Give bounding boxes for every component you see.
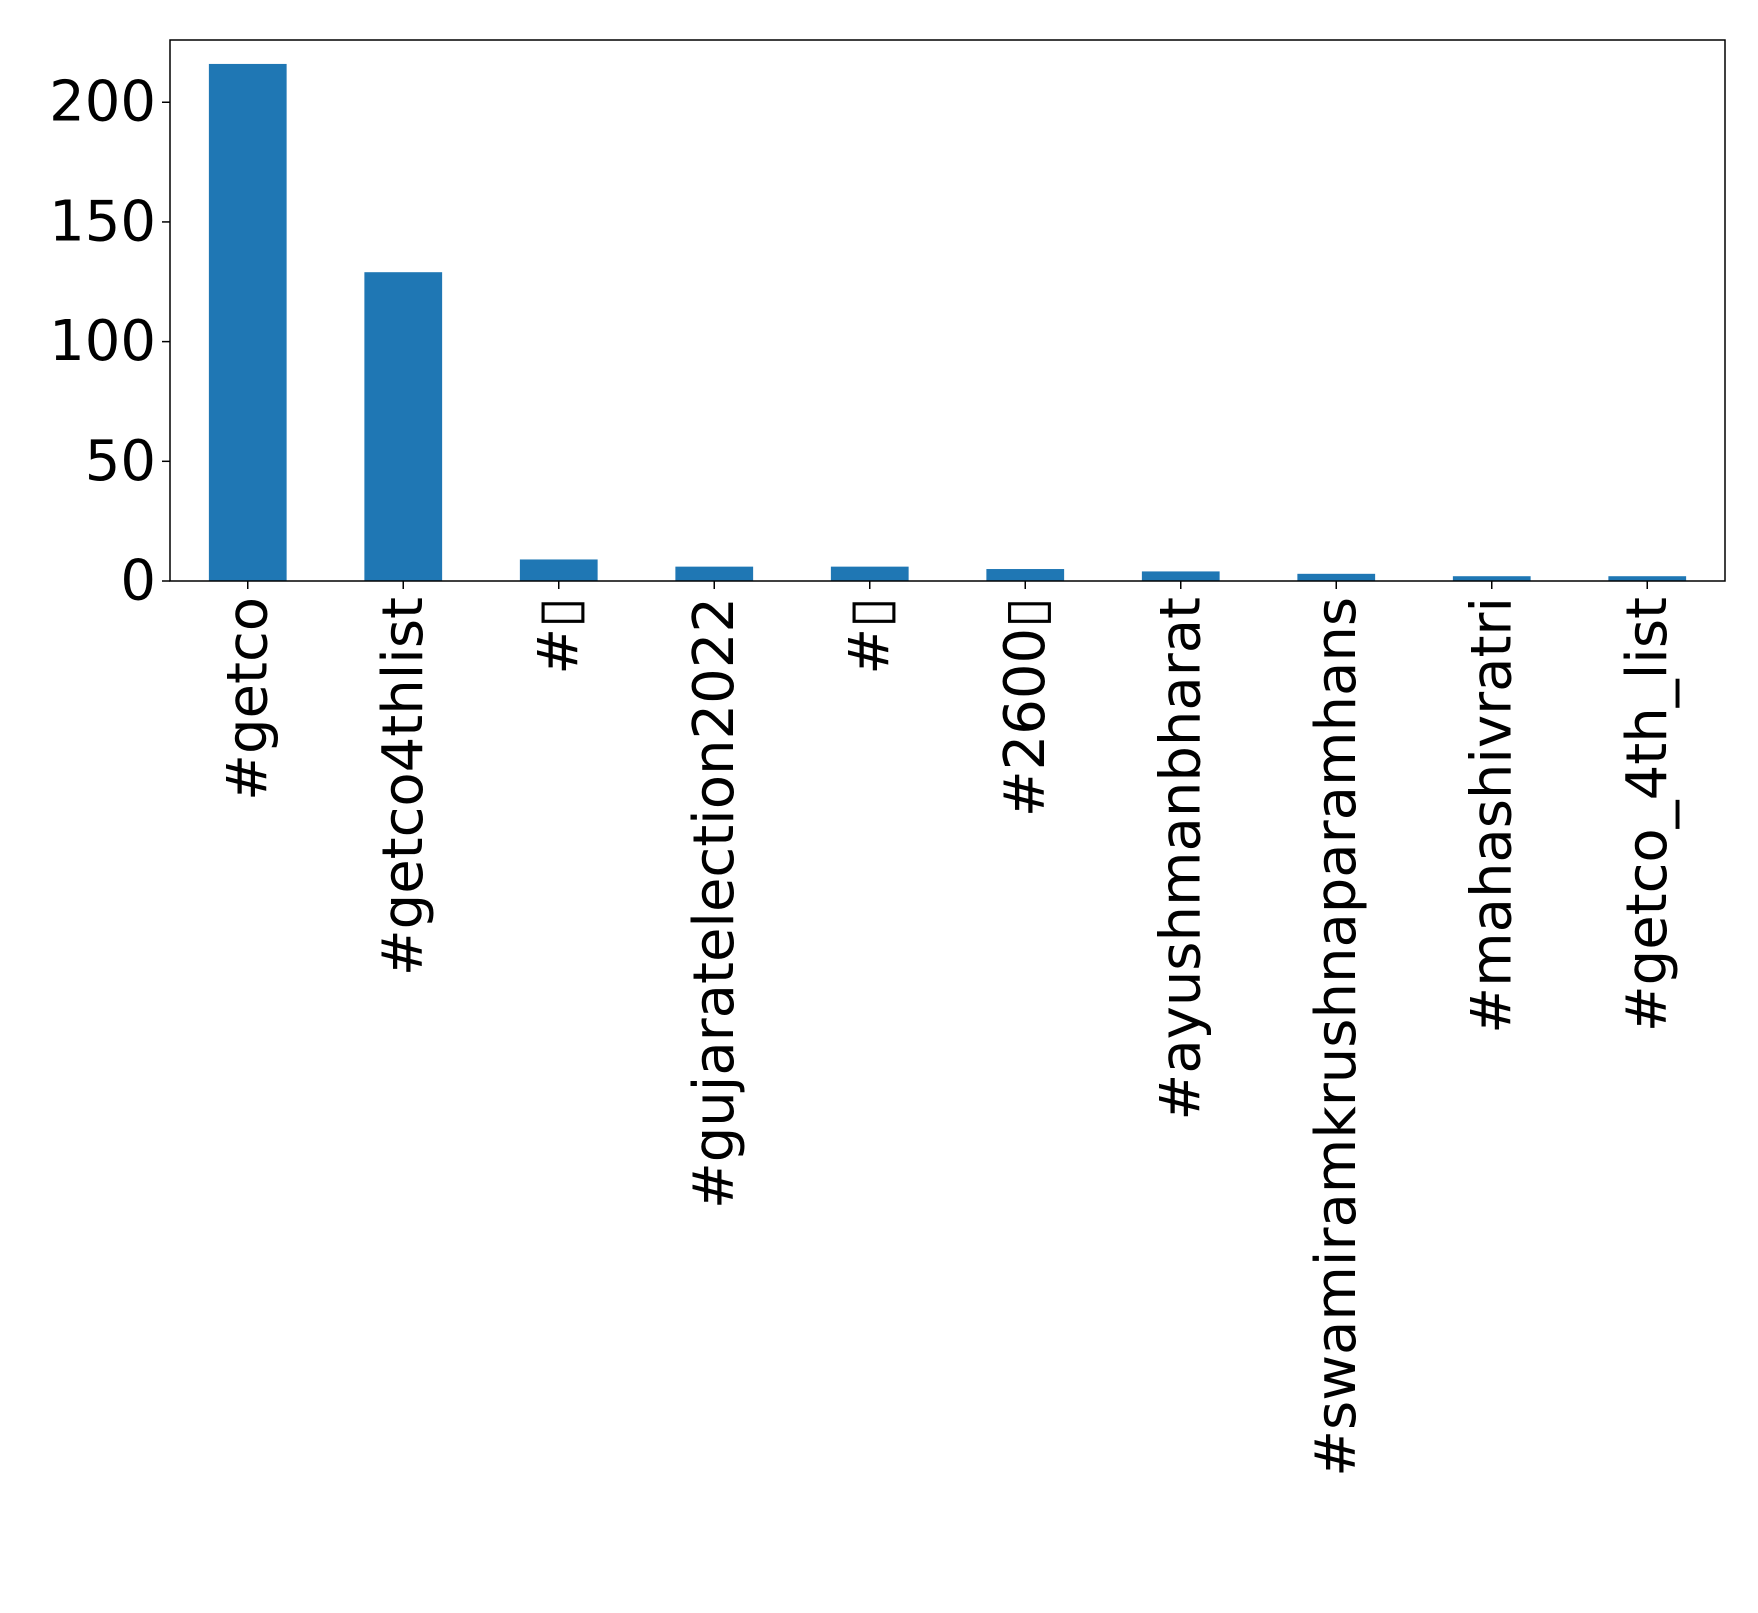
x-tick-label: #mahashivratri xyxy=(1459,597,1524,1034)
x-tick-label: #▯ xyxy=(837,597,902,675)
x-tick-label: #gujaratelection2022 xyxy=(682,597,747,1209)
y-tick-label: 150 xyxy=(49,189,156,254)
bar-3 xyxy=(519,559,598,581)
y-tick-label: 100 xyxy=(49,309,156,374)
bar-8 xyxy=(1297,573,1376,581)
bar-4 xyxy=(675,566,754,581)
bar-5 xyxy=(830,566,909,581)
y-tick-label: 0 xyxy=(120,549,156,614)
bars-group xyxy=(208,63,1687,581)
bar-1 xyxy=(208,63,287,581)
y-axis: 0 50 100 150 200 xyxy=(49,70,170,614)
bar-10 xyxy=(1608,576,1687,581)
plot-frame xyxy=(169,39,1726,582)
x-tick-label: #getco_4th_list xyxy=(1615,597,1680,1032)
x-tick-label: #getco4thlist xyxy=(371,597,436,976)
y-tick-label: 50 xyxy=(85,429,156,494)
x-axis: #getco #getco4thlist #▯ #gujaratelection202… xyxy=(215,581,1680,1477)
x-tick-label: #getco xyxy=(215,597,280,801)
bar-7 xyxy=(1141,571,1220,581)
bar-6 xyxy=(986,569,1065,581)
x-tick-label: #ayushmanbharat xyxy=(1148,597,1213,1121)
bar-9 xyxy=(1452,576,1531,581)
x-tick-label: #▯ xyxy=(526,597,591,675)
bar-2 xyxy=(364,272,443,581)
x-tick-label: #2600▯ xyxy=(993,597,1058,817)
x-tick-label: #swamiramkrushnaparamhans xyxy=(1304,597,1369,1477)
y-tick-label: 200 xyxy=(49,70,156,135)
